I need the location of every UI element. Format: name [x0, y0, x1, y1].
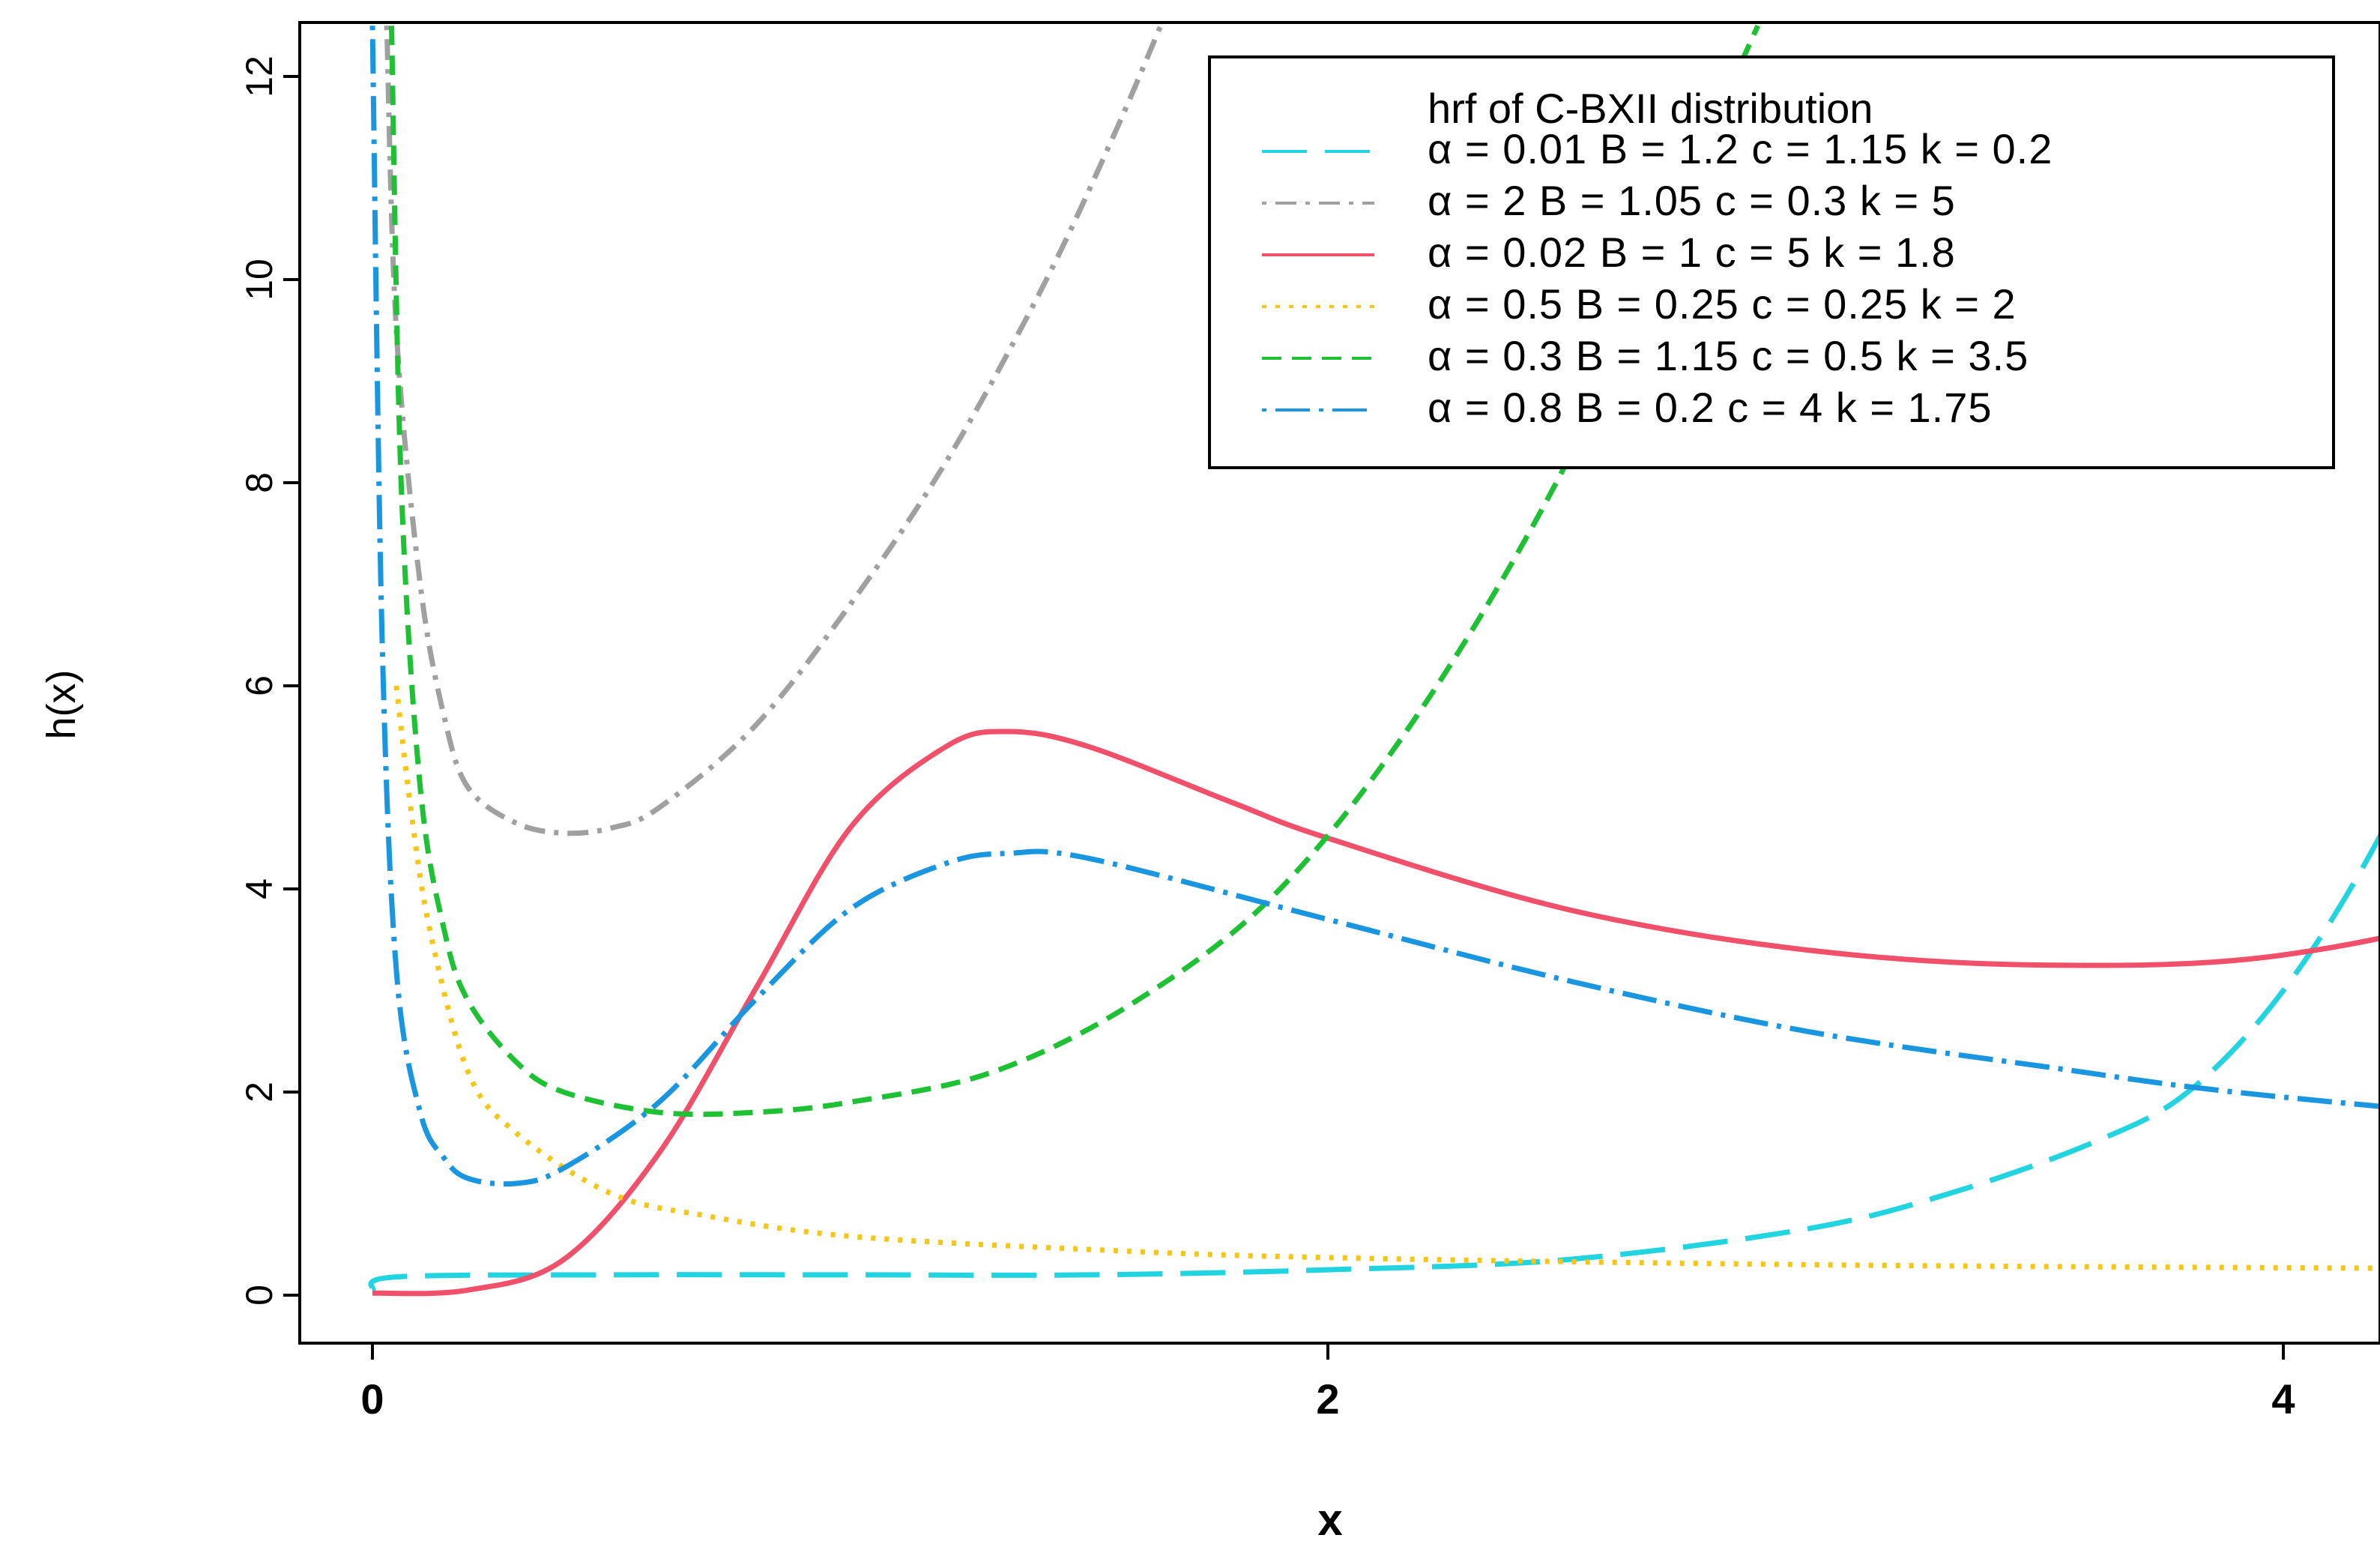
legend-entry-6: α = 0.8 B = 0.2 c = 4 k = 1.75: [1428, 384, 1993, 431]
series-line-3: [372, 729, 2379, 1297]
legend-title: hrf of C-BXII distribution: [1428, 85, 1873, 132]
legend-entry-2: α = 2 B = 1.05 c = 0.3 k = 5: [1428, 177, 1956, 224]
series-line-4: [393, 685, 2379, 1271]
y-tick-label: 0: [238, 1285, 280, 1306]
x-tick-label: 2: [1316, 1375, 1339, 1423]
legend-entry-5: α = 0.3 B = 1.15 c = 0.5 k = 3.5: [1428, 332, 2029, 379]
y-tick-label: 10: [238, 259, 280, 301]
y-tick-label: 12: [238, 55, 280, 97]
series-line-1: [368, 833, 2379, 1293]
series-line-6: [369, 25, 2379, 1187]
x-tick-label: 0: [360, 1375, 384, 1423]
y-tick-label: 2: [238, 1082, 280, 1103]
legend-entry-3: α = 0.02 B = 1 c = 5 k = 1.8: [1428, 229, 1956, 276]
plot-frame: [298, 21, 2380, 1345]
series-layer: [368, 24, 2379, 1297]
legend: hrf of C-BXII distribution α = 0.01 B = …: [1208, 55, 2335, 469]
y-tick-label: 8: [238, 472, 280, 493]
y-axis: 0 2 4 6 8 10 12: [238, 55, 300, 1306]
legend-entry-1: α = 0.01 B = 1.2 c = 1.15 k = 0.2: [1428, 125, 2053, 172]
legend-entry-4: α = 0.5 B = 0.25 c = 0.25 k = 2: [1428, 280, 2017, 328]
y-tick-label: 6: [238, 675, 280, 696]
series-line-5: [389, 24, 1760, 1118]
legend-box: [1208, 55, 2335, 469]
series-line-2: [384, 24, 1164, 836]
x-tick-label: 4: [2271, 1375, 2295, 1423]
y-tick-label: 4: [238, 878, 280, 899]
y-axis-label: h(x): [39, 670, 84, 740]
x-axis-label: x: [1317, 1495, 1342, 1545]
legend-entries: α = 0.01 B = 1.2 c = 1.15 k = 0.2 α = 2 B…: [1262, 125, 2053, 431]
